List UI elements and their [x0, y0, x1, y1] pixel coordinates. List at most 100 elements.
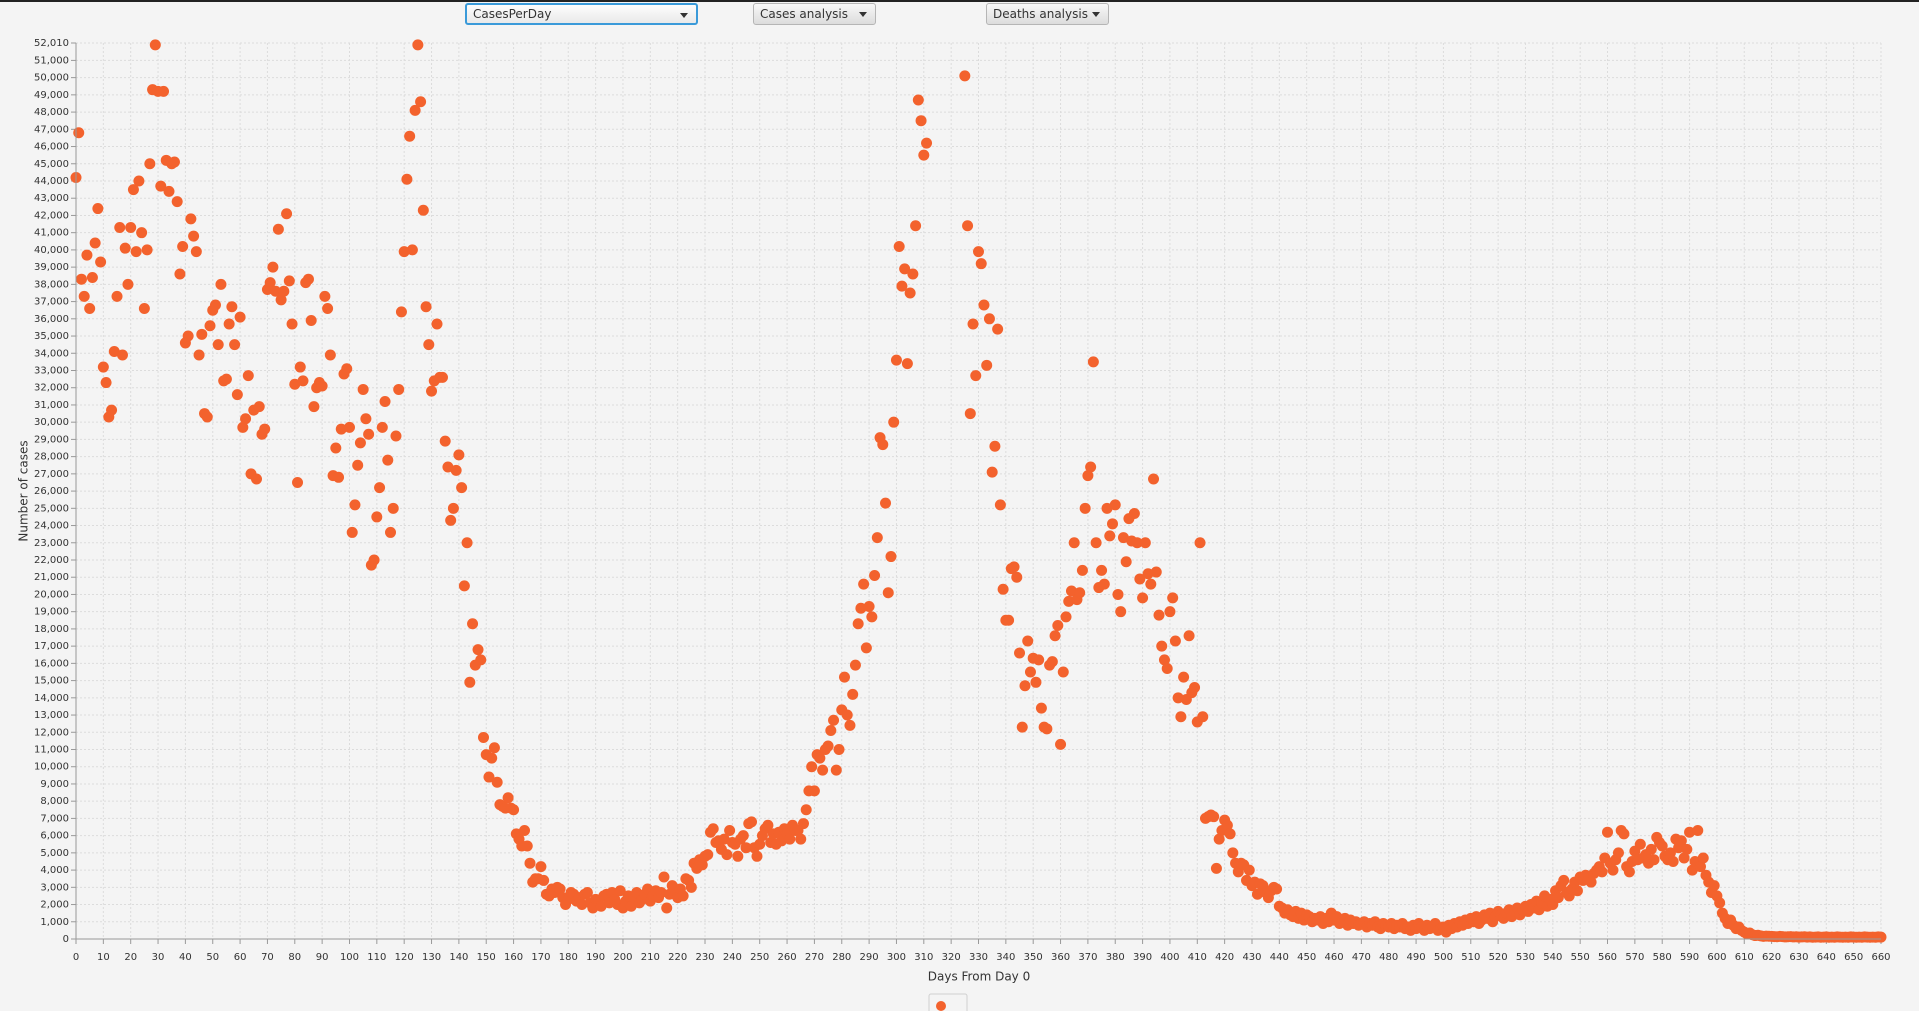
point [751, 850, 763, 862]
point [1164, 606, 1176, 618]
point [989, 440, 1001, 452]
point [677, 890, 689, 902]
point [1221, 819, 1233, 831]
point [1708, 880, 1720, 892]
point [1243, 864, 1255, 876]
point [1148, 473, 1160, 485]
point [387, 502, 399, 514]
point [439, 435, 451, 447]
point [1678, 852, 1690, 864]
point [1227, 847, 1239, 859]
x-tick-label: 290 [860, 952, 879, 963]
y-tick-label: 45,000 [34, 159, 69, 170]
point [962, 220, 974, 232]
point [554, 883, 566, 895]
point [1022, 635, 1034, 647]
y-tick-label: 21,000 [34, 572, 69, 583]
point [472, 644, 484, 656]
point [1085, 461, 1097, 473]
y-tick-label: 38,000 [34, 279, 69, 290]
point [464, 676, 476, 688]
point [412, 39, 424, 51]
point [415, 96, 427, 108]
point [423, 339, 435, 351]
point [1167, 592, 1179, 604]
point [406, 244, 418, 256]
point [975, 258, 987, 270]
x-tick-label: 630 [1789, 952, 1808, 963]
y-tick-label: 15,000 [34, 676, 69, 687]
point [893, 240, 905, 252]
point [849, 659, 861, 671]
point [445, 514, 457, 526]
point [319, 290, 331, 302]
x-tick-label: 660 [1871, 952, 1890, 963]
point [1664, 847, 1676, 859]
point [661, 902, 673, 914]
point [762, 819, 774, 831]
y-tick-label: 29,000 [34, 434, 69, 445]
x-tick-label: 40 [179, 952, 192, 963]
x-tick-label: 600 [1707, 952, 1726, 963]
y-tick-label: 16,000 [34, 658, 69, 669]
point [1035, 702, 1047, 714]
y-tick-label: 46,000 [34, 142, 69, 153]
point [292, 476, 304, 488]
point [1169, 635, 1181, 647]
point [253, 401, 265, 413]
point [259, 423, 271, 435]
point [196, 328, 208, 340]
y-tick-label: 30,000 [34, 417, 69, 428]
point [576, 899, 588, 911]
point [825, 725, 837, 737]
point [1681, 843, 1693, 855]
x-tick-label: 620 [1762, 952, 1781, 963]
dropdown[interactable]: CasesPerDay [465, 3, 698, 25]
x-tick-label: 370 [1078, 952, 1097, 963]
x-tick-label: 650 [1844, 952, 1863, 963]
point [910, 220, 922, 232]
point [308, 401, 320, 413]
point [904, 287, 916, 299]
x-tick-label: 480 [1379, 952, 1398, 963]
x-tick-label: 0 [73, 952, 79, 963]
point [1024, 666, 1036, 678]
point [390, 430, 402, 442]
y-tick-label: 47,000 [34, 124, 69, 135]
x-tick-label: 430 [1242, 952, 1261, 963]
point [1648, 854, 1660, 866]
x-tick-label: 350 [1024, 952, 1043, 963]
point [426, 385, 438, 397]
point [1552, 892, 1564, 904]
point [81, 249, 93, 261]
point [1224, 828, 1236, 840]
point [817, 764, 829, 776]
point [1016, 721, 1028, 733]
point [885, 551, 897, 563]
point [724, 824, 736, 836]
point [918, 149, 930, 161]
x-tick-label: 580 [1653, 952, 1672, 963]
point [316, 380, 328, 392]
dropdown[interactable]: Cases analysis [753, 3, 876, 25]
point [1158, 654, 1170, 666]
point [251, 473, 262, 485]
x-tick-label: 530 [1516, 952, 1535, 963]
y-tick-label: 25,000 [34, 503, 69, 514]
point [371, 511, 383, 523]
point [858, 578, 870, 590]
point [354, 437, 366, 449]
dropdown[interactable]: Deaths analysis [986, 3, 1109, 25]
x-tick-label: 490 [1407, 952, 1426, 963]
point [721, 849, 733, 861]
point [737, 830, 749, 842]
point [896, 280, 908, 292]
point [658, 871, 670, 883]
point [491, 776, 503, 788]
point [453, 449, 465, 461]
point [899, 263, 911, 275]
point [1019, 680, 1031, 692]
point [1197, 711, 1209, 723]
point [521, 840, 533, 852]
